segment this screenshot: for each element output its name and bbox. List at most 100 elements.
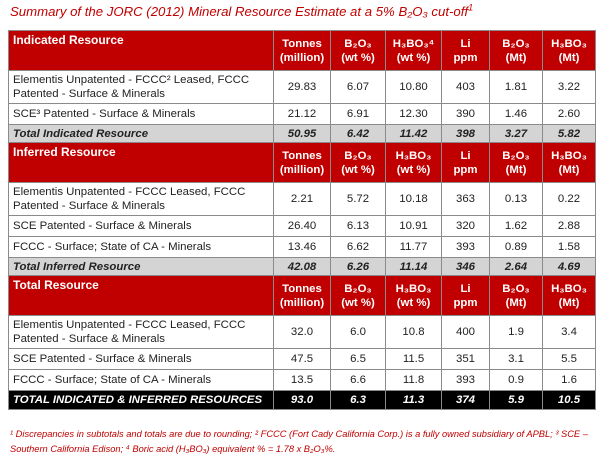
row-label: Elementis Unpatented - FCCC Leased, FCCC…	[8, 315, 274, 349]
cell: 11.42	[385, 124, 442, 143]
section-title: Total Resource	[8, 275, 274, 316]
cell: 1.62	[489, 215, 543, 237]
col-header: H₃BO₃⁴ (wt %)	[385, 30, 442, 71]
col-header: H₃BO₃ (wt %)	[385, 275, 442, 316]
col-header: B₂O₃ (wt %)	[330, 142, 386, 183]
cell: 1.46	[489, 103, 543, 125]
cell: 11.8	[385, 369, 442, 391]
table-row: FCCC - Surface; State of CA - Minerals 1…	[8, 236, 596, 258]
cell: 1.9	[489, 315, 543, 349]
cell: 6.62	[330, 236, 386, 258]
col-header: H₃BO₃ (Mt)	[542, 275, 596, 316]
table-row: FCCC - Surface; State of CA - Minerals 1…	[8, 369, 596, 391]
col-header: B₂O₃ (Mt)	[489, 30, 543, 71]
row-label: Total Indicated Resource	[8, 124, 274, 143]
table-row: Elementis Unpatented - FCCC Leased, FCCC…	[8, 315, 596, 349]
col-header: B₂O₃ (wt %)	[330, 275, 386, 316]
cell: 320	[441, 215, 490, 237]
table-row: Elementis Unpatented - FCCC Leased, FCCC…	[8, 182, 596, 216]
grand-total-row: TOTAL INDICATED & INFERRED RESOURCES 93.…	[8, 390, 596, 410]
cell: 21.12	[273, 103, 331, 125]
table-row: SCE³ Patented - Surface & Minerals 21.12…	[8, 103, 596, 125]
cell: 29.83	[273, 70, 331, 104]
subtotal-row-inferred: Total Inferred Resource 42.08 6.26 11.14…	[8, 257, 596, 276]
cell: 12.30	[385, 103, 442, 125]
table-row: Elementis Unpatented - FCCC² Leased, FCC…	[8, 70, 596, 104]
cell: 50.95	[273, 124, 331, 143]
table-row: SCE Patented - Surface & Minerals 26.40 …	[8, 215, 596, 237]
cell: 4.69	[542, 257, 596, 276]
cell: 0.9	[489, 369, 543, 391]
cell: 1.81	[489, 70, 543, 104]
section-title: Inferred Resource	[8, 142, 274, 183]
cell: 10.80	[385, 70, 442, 104]
cell: 6.91	[330, 103, 386, 125]
cell: 32.0	[273, 315, 331, 349]
cell: 10.8	[385, 315, 442, 349]
section-header-inferred: Inferred Resource Tonnes (million) B₂O₃ (w…	[8, 142, 596, 183]
cell: 6.6	[330, 369, 386, 391]
cell: 1.58	[542, 236, 596, 258]
cell: 11.77	[385, 236, 442, 258]
cell: 13.46	[273, 236, 331, 258]
cell: 3.4	[542, 315, 596, 349]
cell: 400	[441, 315, 490, 349]
cell: 6.42	[330, 124, 386, 143]
col-header: B₂O₃ (wt %)	[330, 30, 386, 71]
cell: 10.18	[385, 182, 442, 216]
cell: 1.6	[542, 369, 596, 391]
section-header-total: Total Resource Tonnes (million) B₂O₃ (wt %…	[8, 275, 596, 316]
cell: 26.40	[273, 215, 331, 237]
row-label: TOTAL INDICATED & INFERRED RESOURCES	[8, 390, 274, 410]
cell: 11.3	[385, 390, 442, 410]
cell: 10.5	[542, 390, 596, 410]
cell: 3.22	[542, 70, 596, 104]
cell: 3.27	[489, 124, 543, 143]
cell: 393	[441, 369, 490, 391]
table-title-text: Summary of the JORC (2012) Mineral Resou…	[10, 4, 469, 19]
cell: 11.14	[385, 257, 442, 276]
cell: 47.5	[273, 348, 331, 370]
cell: 3.1	[489, 348, 543, 370]
row-label: SCE Patented - Surface & Minerals	[8, 215, 274, 237]
cell: 5.82	[542, 124, 596, 143]
row-label: FCCC - Surface; State of CA - Minerals	[8, 369, 274, 391]
cell: 10.91	[385, 215, 442, 237]
cell: 2.60	[542, 103, 596, 125]
subtotal-row-indicated: Total Indicated Resource 50.95 6.42 11.4…	[8, 124, 596, 143]
cell: 5.9	[489, 390, 543, 410]
col-header: B₂O₃ (Mt)	[489, 142, 543, 183]
col-header: H₃BO₃ (wt %)	[385, 142, 442, 183]
resource-table: Indicated Resource Tonnes (million) B₂O₃(…	[8, 30, 596, 410]
col-header: Tonnes (million)	[273, 275, 331, 316]
cell: 6.3	[330, 390, 386, 410]
cell: 374	[441, 390, 490, 410]
col-header: H₃BO₃ (Mt)	[542, 142, 596, 183]
row-label: Elementis Unpatented - FCCC Leased, FCCC…	[8, 182, 274, 216]
cell: 0.22	[542, 182, 596, 216]
cell: 346	[441, 257, 490, 276]
cell: 2.21	[273, 182, 331, 216]
section-header-indicated: Indicated Resource Tonnes (million) B₂O₃(…	[8, 30, 596, 71]
cell: 2.64	[489, 257, 543, 276]
table-row: SCE Patented - Surface & Minerals 47.5 6…	[8, 348, 596, 370]
cell: 93.0	[273, 390, 331, 410]
row-label: Total Inferred Resource	[8, 257, 274, 276]
cell: 393	[441, 236, 490, 258]
cell: 351	[441, 348, 490, 370]
cell: 13.5	[273, 369, 331, 391]
col-header: Li ppm	[441, 142, 490, 183]
cell: 2.88	[542, 215, 596, 237]
row-label: Elementis Unpatented - FCCC² Leased, FCC…	[8, 70, 274, 104]
row-label: SCE Patented - Surface & Minerals	[8, 348, 274, 370]
cell: 0.13	[489, 182, 543, 216]
cell: 390	[441, 103, 490, 125]
col-header: Tonnes (million)	[273, 30, 331, 71]
cell: 398	[441, 124, 490, 143]
section-title: Indicated Resource	[8, 30, 274, 71]
col-header: Tonnes (million)	[273, 142, 331, 183]
row-label: SCE³ Patented - Surface & Minerals	[8, 103, 274, 125]
cell: 6.26	[330, 257, 386, 276]
cell: 403	[441, 70, 490, 104]
cell: 42.08	[273, 257, 331, 276]
